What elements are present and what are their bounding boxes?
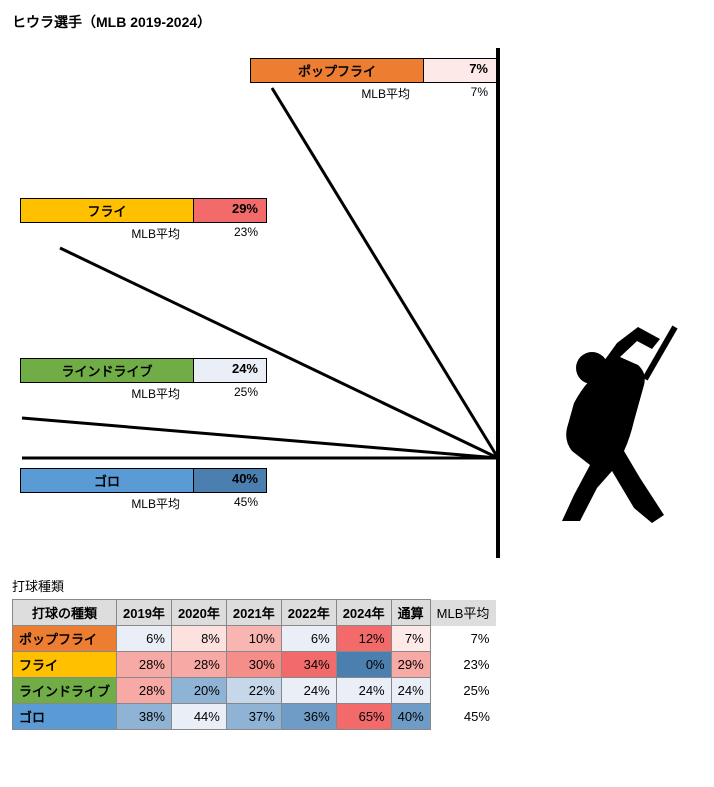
stat-block-linedrive: ラインドライブ24% MLB平均25% bbox=[20, 358, 267, 402]
stat-value: 29% bbox=[194, 199, 266, 222]
stat-block-ground: ゴロ40% MLB平均45% bbox=[20, 468, 267, 512]
table-header-avg: MLB平均 bbox=[430, 600, 496, 626]
table-cell: 29% bbox=[391, 652, 430, 678]
stat-block-fly: フライ29% MLB平均23% bbox=[20, 198, 267, 242]
stat-block-popfly: ポップフライ7%MLB平均7% bbox=[250, 58, 497, 102]
table-header-cell: 2020年 bbox=[171, 600, 226, 626]
table-cell: 6% bbox=[281, 626, 336, 652]
table-cell: 30% bbox=[226, 652, 281, 678]
mlb-avg-label: MLB平均 bbox=[250, 85, 410, 102]
table-header-cell: 2021年 bbox=[226, 600, 281, 626]
table-header-cell: 通算 bbox=[391, 600, 430, 626]
table-row: ポップフライ6%8%10%6%12%7%7% bbox=[13, 626, 496, 652]
mlb-avg-label: MLB平均 bbox=[20, 385, 180, 402]
table-body: ポップフライ6%8%10%6%12%7%7%フライ28%28%30%34%0%2… bbox=[13, 626, 496, 730]
row-label: ラインドライブ bbox=[13, 678, 117, 704]
trajectory-diagram: ポップフライ7%MLB平均7%フライ29%MLB平均23%ラインドライブ24%M… bbox=[12, 38, 702, 568]
table-section: 打球種類 打球の種類2019年2020年2021年2022年2024年通算MLB… bbox=[12, 576, 702, 730]
table-cell: 0% bbox=[336, 652, 391, 678]
table-cell: 40% bbox=[391, 704, 430, 730]
table-cell: 28% bbox=[171, 652, 226, 678]
stat-value: 24% bbox=[194, 359, 266, 382]
table-avg-cell: 25% bbox=[430, 678, 496, 704]
stat-value: 7% bbox=[424, 59, 496, 82]
table-cell: 20% bbox=[171, 678, 226, 704]
table-caption: 打球種類 bbox=[12, 576, 702, 595]
table-cell: 37% bbox=[226, 704, 281, 730]
table-cell: 24% bbox=[336, 678, 391, 704]
table-row: ゴロ38%44%37%36%65%40%45% bbox=[13, 704, 496, 730]
stat-label: ゴロ bbox=[21, 469, 194, 492]
mlb-avg-value: 7% bbox=[410, 85, 488, 102]
table-cell: 28% bbox=[117, 678, 172, 704]
row-label: ポップフライ bbox=[13, 626, 117, 652]
table-header-cell: 2024年 bbox=[336, 600, 391, 626]
table-row: ラインドライブ28%20%22%24%24%24%25% bbox=[13, 678, 496, 704]
table-cell: 28% bbox=[117, 652, 172, 678]
table-avg-cell: 45% bbox=[430, 704, 496, 730]
row-label: フライ bbox=[13, 652, 117, 678]
table-header-row: 打球の種類2019年2020年2021年2022年2024年通算MLB平均 bbox=[13, 600, 496, 626]
table-cell: 24% bbox=[281, 678, 336, 704]
mlb-avg-label: MLB平均 bbox=[20, 225, 180, 242]
stat-label: ポップフライ bbox=[251, 59, 424, 82]
table-cell: 6% bbox=[117, 626, 172, 652]
mlb-avg-value: 25% bbox=[180, 385, 258, 402]
page-title: ヒウラ選手（MLB 2019-2024） bbox=[12, 12, 702, 32]
table-header-cell: 2022年 bbox=[281, 600, 336, 626]
mlb-avg-value: 23% bbox=[180, 225, 258, 242]
table-row: フライ28%28%30%34%0%29%23% bbox=[13, 652, 496, 678]
table-cell: 24% bbox=[391, 678, 430, 704]
table-cell: 22% bbox=[226, 678, 281, 704]
table-cell: 44% bbox=[171, 704, 226, 730]
stat-label: フライ bbox=[21, 199, 194, 222]
table-avg-cell: 23% bbox=[430, 652, 496, 678]
table-cell: 34% bbox=[281, 652, 336, 678]
data-table: 打球の種類2019年2020年2021年2022年2024年通算MLB平均 ポッ… bbox=[12, 599, 496, 730]
batter-silhouette bbox=[512, 323, 702, 526]
table-header-cell: 2019年 bbox=[117, 600, 172, 626]
table-cell: 8% bbox=[171, 626, 226, 652]
stat-value: 40% bbox=[194, 469, 266, 492]
row-label: ゴロ bbox=[13, 704, 117, 730]
table-cell: 38% bbox=[117, 704, 172, 730]
table-cell: 7% bbox=[391, 626, 430, 652]
stat-label: ラインドライブ bbox=[21, 359, 194, 382]
mlb-avg-value: 45% bbox=[180, 495, 258, 512]
table-cell: 12% bbox=[336, 626, 391, 652]
table-cell: 65% bbox=[336, 704, 391, 730]
table-cell: 36% bbox=[281, 704, 336, 730]
table-cell: 10% bbox=[226, 626, 281, 652]
table-header-cell: 打球の種類 bbox=[13, 600, 117, 626]
mlb-avg-label: MLB平均 bbox=[20, 495, 180, 512]
table-avg-cell: 7% bbox=[430, 626, 496, 652]
